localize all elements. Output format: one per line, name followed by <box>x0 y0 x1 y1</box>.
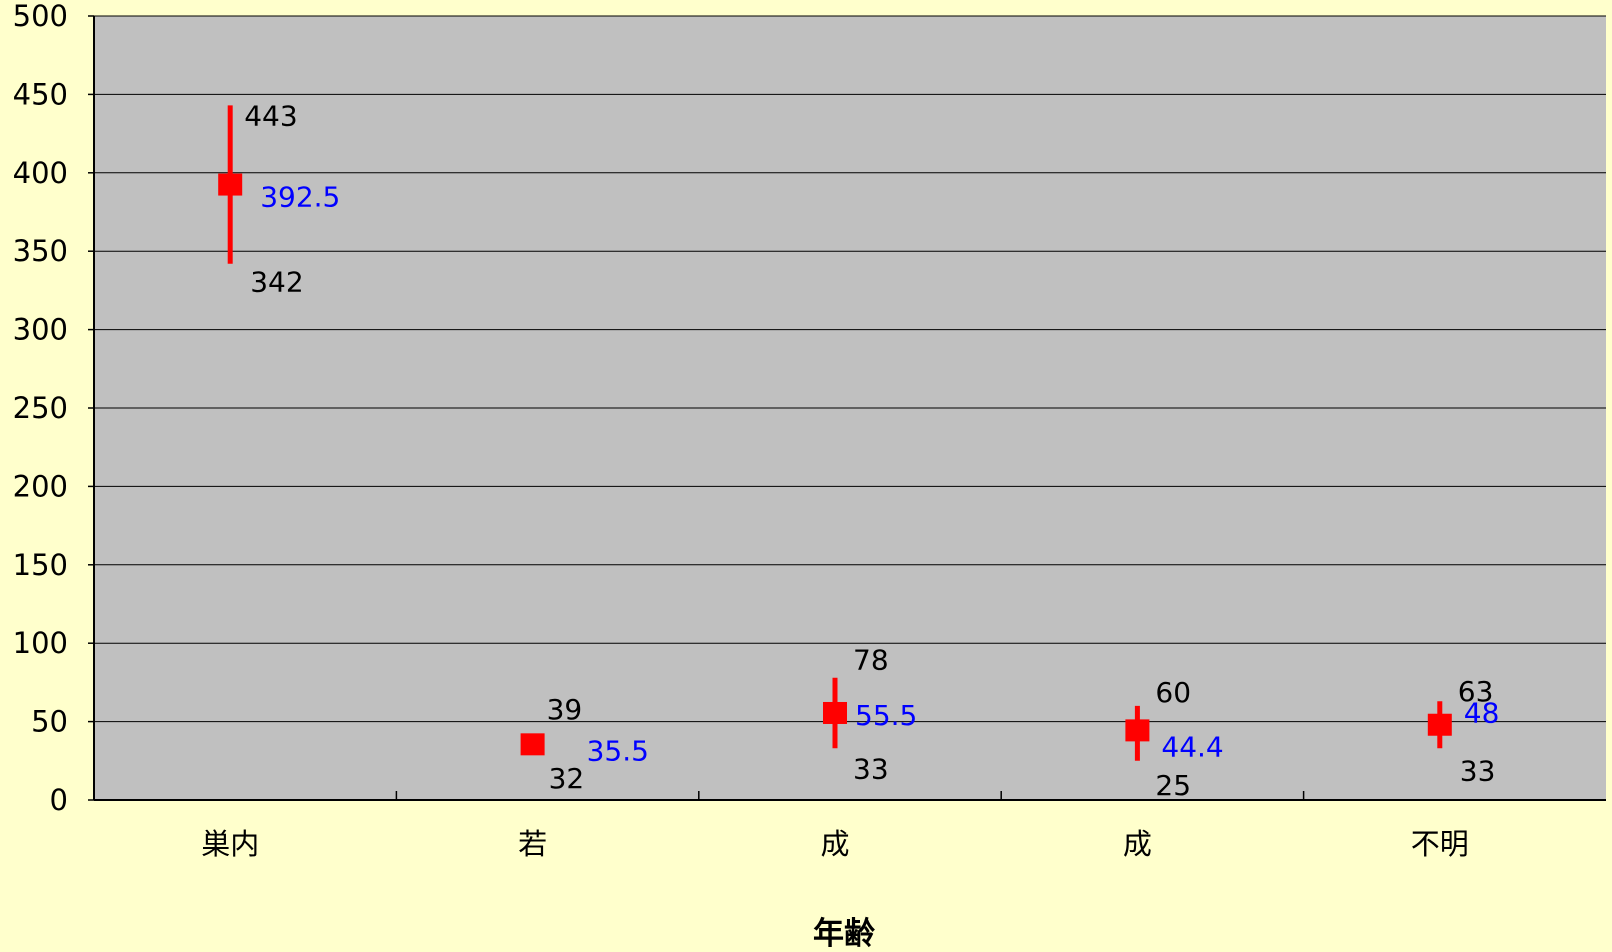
gridlines <box>94 15 1606 801</box>
y-tick-label: 250 <box>13 391 68 425</box>
mean-marker <box>823 701 847 724</box>
y-tick-label: 500 <box>13 0 68 33</box>
x-category-label: 巣内 <box>201 827 259 861</box>
x-category-label: 成 <box>820 827 849 861</box>
mean-value-label: 44.4 <box>1161 730 1223 763</box>
mean-value-label: 55.5 <box>855 699 917 732</box>
x-category-label: 不明 <box>1411 827 1469 861</box>
low-value-label: 32 <box>549 762 585 795</box>
y-tick-label: 150 <box>13 548 68 582</box>
low-value-label: 33 <box>853 752 889 785</box>
y-tick-label: 200 <box>13 469 68 503</box>
low-value-label: 25 <box>1155 769 1191 802</box>
y-tick-label: 300 <box>13 313 68 347</box>
high-value-label: 78 <box>853 644 889 677</box>
y-tick-label: 450 <box>13 77 68 111</box>
y-tick-label: 400 <box>13 156 68 190</box>
x-category-label: 成 <box>1123 827 1152 861</box>
high-value-label: 443 <box>244 99 297 132</box>
y-tick-label: 50 <box>31 705 68 739</box>
mean-value-label: 48 <box>1464 697 1500 730</box>
low-value-label: 33 <box>1460 754 1496 787</box>
y-axis-ticks: 0 50 100 150 200 250 300 350 400 450 500 <box>13 0 94 817</box>
y-tick-label: 0 <box>50 783 68 817</box>
low-value-label: 342 <box>250 266 303 299</box>
mean-marker <box>1427 713 1452 736</box>
y-tick-label: 350 <box>13 234 68 268</box>
high-value-label: 39 <box>547 693 583 726</box>
x-axis-title: 年齢 <box>813 916 875 952</box>
x-category-label: 若 <box>518 827 547 861</box>
mean-marker <box>1125 719 1150 742</box>
high-value-label: 63 <box>1458 675 1494 708</box>
mean-value-label: 392.5 <box>260 181 340 214</box>
mean-marker <box>520 733 545 756</box>
mean-marker <box>218 173 243 196</box>
y-tick-label: 100 <box>13 626 68 660</box>
mean-value-label: 35.5 <box>587 734 649 767</box>
x-axis-categories: 巣内 若 成 成 不明 <box>201 827 1469 861</box>
high-value-label: 60 <box>1155 676 1191 709</box>
